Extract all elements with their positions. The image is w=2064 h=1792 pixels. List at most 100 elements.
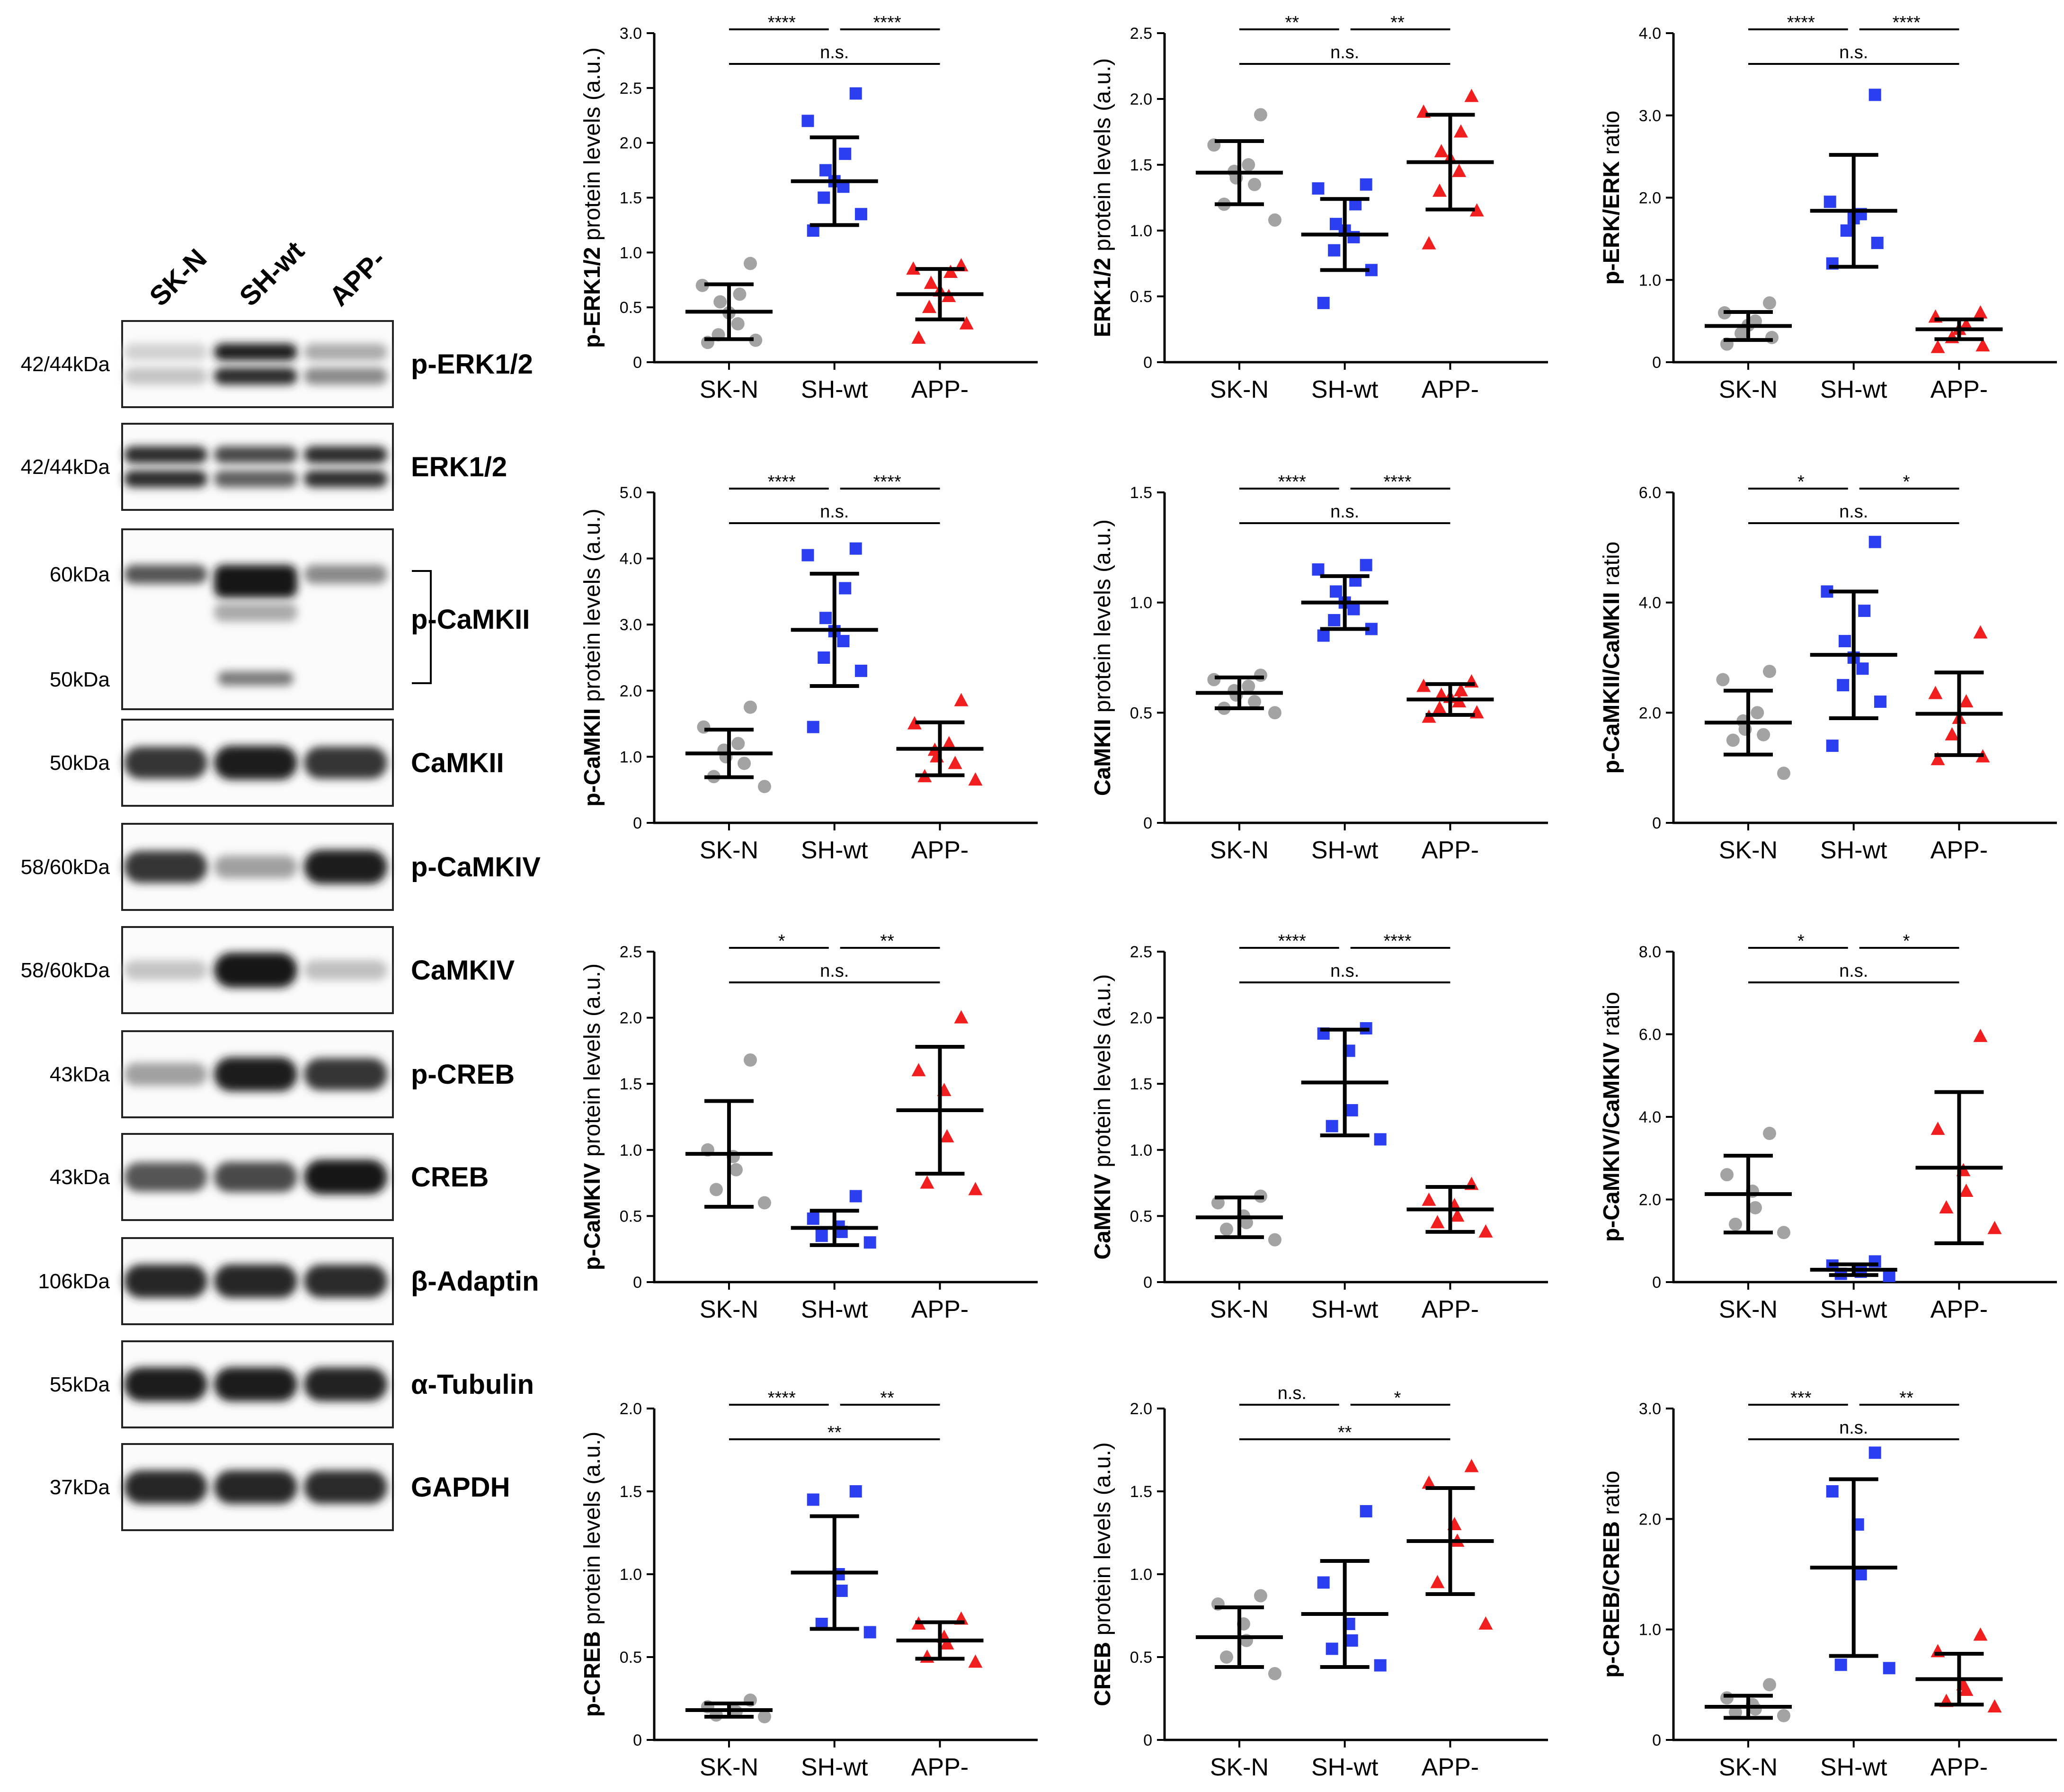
- sig-label-overall: n.s.: [820, 502, 849, 522]
- data-point: [940, 1129, 954, 1142]
- x-tick-label-app: APP-: [911, 837, 969, 864]
- y-axis-label-bold: p-CREB/CREB: [1599, 1521, 1624, 1678]
- data-point: [743, 1053, 757, 1067]
- band: [304, 470, 387, 488]
- mw-label: 37kDa: [50, 1476, 110, 1499]
- x-tick-label-sk-n: SK-N: [1719, 1754, 1778, 1781]
- chart-p-erk-erk: 0 1.0 2.0 3.0 4.0 SK-N SH-wt APP-p-ERK/ERK rati…: [1599, 13, 2057, 403]
- y-tick-label: 1.5: [1130, 1075, 1152, 1093]
- data-point: [1248, 178, 1262, 191]
- band: [214, 565, 297, 598]
- blot-frame: [121, 320, 394, 408]
- y-axis-label-bold: p-CREB: [580, 1631, 605, 1717]
- chart-p-creb: 0 0.5 1.0 1.5 2.0 SK-N SH-wt APP-p-CREB protein…: [580, 1388, 1038, 1781]
- data-point: [738, 757, 751, 770]
- sig-label-overall: n.s.: [1839, 961, 1868, 981]
- y-tick-label: 2.0: [1639, 704, 1661, 722]
- series-sk-n: [1704, 1678, 1792, 1722]
- data-point: [1422, 236, 1436, 250]
- data-point: [1254, 1589, 1267, 1603]
- x-tick-label-sh-wt: SH-wt: [801, 376, 868, 403]
- y-tick-label: 3.0: [1639, 107, 1661, 125]
- series-app: [1915, 1627, 2003, 1712]
- data-point: [1248, 695, 1262, 709]
- series-app: [1915, 1028, 2003, 1245]
- band: [304, 1058, 387, 1090]
- data-point: [837, 635, 850, 648]
- data-point: [1422, 1475, 1436, 1489]
- band: [124, 1063, 207, 1086]
- y-tick-label: 5.0: [620, 484, 642, 502]
- series-app: [896, 1611, 984, 1668]
- band: [124, 343, 207, 361]
- sig-label-overall: n.s.: [820, 43, 849, 62]
- series-sh-wt: [1810, 1255, 1897, 1282]
- y-axis-label-bold: p-CaMKIV: [580, 1163, 605, 1270]
- blot-label: GAPDH: [411, 1472, 510, 1503]
- data-point: [695, 278, 709, 292]
- x-tick-label-sh-wt: SH-wt: [1820, 1296, 1887, 1323]
- series-sk-n: [1195, 1189, 1283, 1247]
- data-point: [1987, 1221, 2002, 1234]
- blot-frame: [121, 423, 394, 511]
- data-point: [1268, 213, 1281, 227]
- chart-p-erk1-2: 0 0.5 1.0 1.5 2.0 2.5 3.0 SK-N SH-wt APP-p-ERK1/2…: [580, 13, 1038, 403]
- y-tick-label: 2.0: [1130, 90, 1152, 108]
- y-tick-label: 4.0: [1639, 25, 1661, 43]
- y-axis-label-rest: ratio: [1599, 542, 1624, 592]
- series-sh-wt: [1301, 178, 1388, 309]
- data-point: [1328, 244, 1341, 257]
- y-tick-label: 1.0: [1130, 1141, 1152, 1159]
- blot-label: CREB: [411, 1162, 489, 1193]
- band: [124, 446, 207, 464]
- data-point: [1748, 1201, 1762, 1214]
- blot-label: p-CaMKII: [411, 604, 530, 635]
- y-tick-label: 0: [1143, 354, 1152, 372]
- data-point: [1973, 1627, 1988, 1641]
- band: [214, 1162, 297, 1192]
- y-axis-label-rest: protein levels (a.u.): [580, 1432, 605, 1632]
- y-axis-label: p-ERK/ERK ratio: [1599, 110, 1624, 285]
- data-point: [1268, 1233, 1281, 1247]
- series-app: [1915, 625, 2003, 766]
- data-point: [943, 265, 958, 278]
- data-point: [1883, 1662, 1895, 1675]
- y-tick-label: 0: [1143, 814, 1152, 832]
- y-tick-label: 1.5: [1130, 156, 1152, 174]
- data-point: [911, 1063, 926, 1077]
- data-point: [1856, 662, 1869, 675]
- data-point: [801, 115, 814, 127]
- data-point: [922, 300, 936, 313]
- data-point: [1416, 678, 1431, 692]
- mw-label: 55kDa: [50, 1373, 110, 1396]
- y-axis-label: p-CREB protein levels (a.u.): [580, 1432, 605, 1717]
- data-point: [1464, 89, 1479, 102]
- x-tick-label-sh-wt: SH-wt: [1820, 376, 1887, 403]
- sig-label-right: ****: [873, 13, 901, 33]
- series-sk-n: [685, 1053, 773, 1210]
- sig-label-left: *: [1797, 472, 1805, 492]
- data-point: [1453, 683, 1468, 696]
- series-sk-n: [1704, 1126, 1792, 1239]
- data-point: [1868, 535, 1881, 548]
- data-point: [863, 1626, 876, 1639]
- data-point: [1374, 1133, 1387, 1146]
- data-point: [713, 295, 727, 309]
- y-axis-label-bold: p-ERK/ERK: [1599, 161, 1624, 285]
- y-axis-label: p-CaMKII/CaMKII ratio: [1599, 542, 1624, 774]
- y-axis-label-rest: protein levels (a.u.): [580, 963, 605, 1163]
- band: [214, 446, 297, 464]
- x-tick-label-app: APP-: [1422, 837, 1479, 864]
- y-tick-label: 8.0: [1639, 943, 1661, 961]
- mw-label: 106kDa: [38, 1270, 110, 1293]
- data-point: [1207, 673, 1221, 686]
- band: [124, 1264, 207, 1298]
- data-point: [1854, 1568, 1867, 1580]
- series-app: [1406, 89, 1494, 250]
- sig-label-right: *: [1903, 931, 1910, 951]
- data-point: [757, 1196, 771, 1210]
- data-point: [1838, 635, 1851, 648]
- data-point: [854, 208, 867, 221]
- blot-label: p-CaMKIV: [411, 852, 541, 883]
- data-point: [1762, 1678, 1776, 1692]
